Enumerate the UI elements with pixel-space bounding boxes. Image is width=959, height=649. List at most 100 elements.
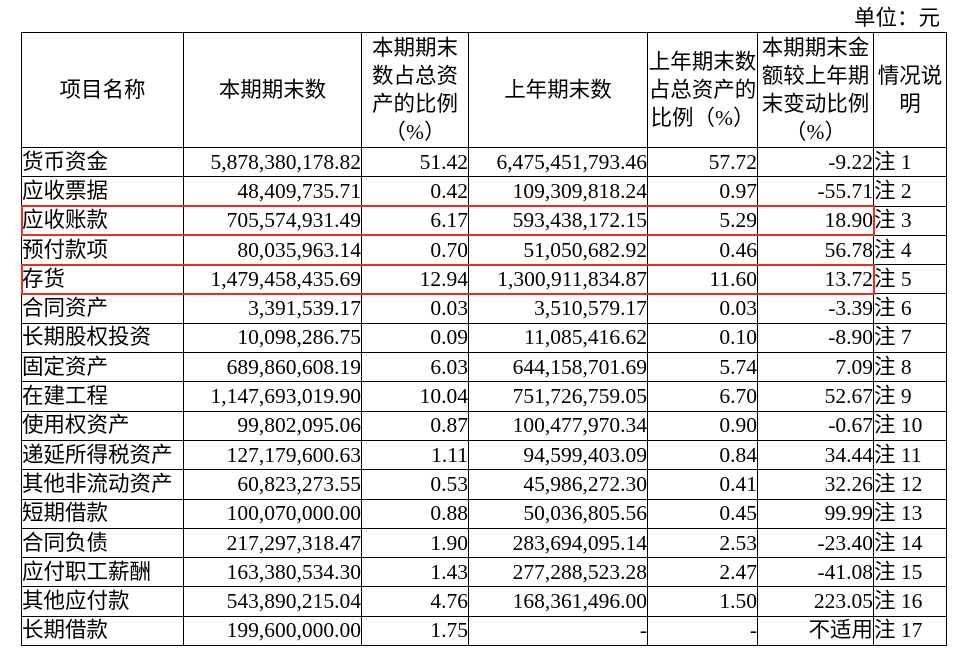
header-line: 本期期末金 bbox=[761, 36, 870, 60]
cell-current-ratio: 0.03 bbox=[361, 293, 469, 324]
cell-current-amount: 80,035,963.14 bbox=[183, 234, 362, 266]
table-row: 其他非流动资产 60,823,273.55 0.53 45,986,272.30 0.4… bbox=[21, 469, 947, 500]
cell-current-ratio: 1.90 bbox=[361, 527, 469, 559]
cell-prior-ratio: 0.84 bbox=[647, 439, 758, 471]
cell-current-amount: 10,098,286.75 bbox=[183, 322, 362, 354]
cell-change-ratio: -8.90 bbox=[757, 322, 874, 354]
header-line: 上年期末数 bbox=[648, 50, 757, 74]
cell-note: 注 17 bbox=[873, 615, 947, 647]
cell-prior-ratio: 0.45 bbox=[647, 498, 758, 529]
header-line: 本期期末 bbox=[371, 36, 458, 60]
cell-prior-amount: 593,438,172.15 bbox=[468, 205, 648, 236]
cell-current-amount: 100,070,000.00 bbox=[183, 498, 362, 529]
cell-note: 注 6 bbox=[873, 293, 947, 324]
cell-prior-ratio: 2.47 bbox=[647, 557, 758, 588]
cell-change-ratio: 7.09 bbox=[757, 352, 874, 383]
cell-change-ratio: -55.71 bbox=[757, 176, 874, 207]
cell-change-ratio: 18.90 bbox=[757, 205, 874, 236]
header-line: 上年期末数 bbox=[504, 78, 612, 102]
table-row: 合同负债 217,297,318.47 1.90 283,694,095.14 2.53… bbox=[21, 527, 947, 559]
cell-prior-ratio: 1.50 bbox=[647, 586, 758, 617]
cell-current-ratio: 4.76 bbox=[361, 586, 469, 617]
cell-prior-amount: 277,288,523.28 bbox=[468, 557, 648, 588]
cell-change-ratio: -3.39 bbox=[757, 293, 874, 324]
cell-change-ratio: -23.40 bbox=[757, 527, 874, 559]
cell-change-ratio: 32.26 bbox=[757, 469, 874, 500]
header-line: （%） bbox=[785, 120, 846, 144]
cell-current-amount: 3,391,539.17 bbox=[183, 293, 362, 324]
header-line: 比例（%） bbox=[650, 106, 755, 130]
cell-prior-amount: 94,599,403.09 bbox=[468, 439, 648, 471]
cell-note: 注 2 bbox=[873, 176, 947, 207]
cell-prior-amount: 45,986,272.30 bbox=[468, 469, 648, 500]
header-line: 占总资产的 bbox=[648, 78, 757, 102]
cell-prior-amount: 644,158,701.69 bbox=[468, 352, 648, 383]
cell-prior-amount: 50,036,805.56 bbox=[468, 498, 648, 529]
cell-current-ratio: 1.75 bbox=[361, 615, 469, 647]
unit-label: 单位：元 bbox=[853, 6, 940, 30]
table-row: 固定资产 689,860,608.19 6.03 644,158,701.69 5.74… bbox=[21, 352, 947, 383]
cell-prior-ratio: 2.53 bbox=[647, 527, 758, 559]
cell-prior-ratio: - bbox=[647, 615, 758, 647]
cell-item-name: 其他非流动资产 bbox=[21, 469, 184, 500]
cell-note: 注 10 bbox=[873, 410, 947, 441]
cell-note: 注 15 bbox=[873, 557, 947, 588]
header-item-name: 项目名称 bbox=[21, 32, 184, 148]
cell-change-ratio: -41.08 bbox=[757, 557, 874, 588]
cell-prior-amount: 100,477,970.34 bbox=[468, 410, 648, 441]
header-prior-ratio-to-total-assets: 上年期末数 占总资产的 比例（%） bbox=[647, 32, 758, 148]
header-line: 情况说 bbox=[877, 64, 943, 88]
cell-current-amount: 60,823,273.55 bbox=[183, 469, 362, 500]
cell-prior-amount: 283,694,095.14 bbox=[468, 527, 648, 559]
cell-prior-amount: 751,726,759.05 bbox=[468, 381, 648, 412]
cell-current-ratio: 0.87 bbox=[361, 410, 469, 441]
cell-note: 注 4 bbox=[873, 234, 947, 266]
cell-note: 注 9 bbox=[873, 381, 947, 412]
header-row: 项目名称 本期期末数 本期期末 数占总资 产的比例 （%） 上年期末数 上年期末… bbox=[21, 32, 947, 148]
header-current-ratio-to-total-assets: 本期期末 数占总资 产的比例 （%） bbox=[361, 32, 469, 148]
table-body: 货币资金 5,878,380,178.82 51.42 6,475,451,793.4… bbox=[21, 146, 947, 647]
cell-item-name: 应付职工薪酬 bbox=[21, 557, 184, 588]
table-row: 其他应付款 543,890,215.04 4.76 168,361,496.00 1.5… bbox=[21, 586, 947, 617]
cell-current-ratio: 6.17 bbox=[361, 205, 469, 236]
cell-prior-ratio: 6.70 bbox=[647, 381, 758, 412]
cell-item-name: 使用权资产 bbox=[21, 410, 184, 441]
cell-item-name: 长期借款 bbox=[21, 615, 184, 647]
cell-item-name: 递延所得税资产 bbox=[21, 439, 184, 471]
cell-change-ratio: 34.44 bbox=[757, 439, 874, 471]
cell-note: 注 3 bbox=[873, 205, 947, 236]
cell-current-amount: 48,409,735.71 bbox=[183, 176, 362, 207]
cell-note: 注 13 bbox=[873, 498, 947, 529]
balance-sheet-table: 项目名称 本期期末数 本期期末 数占总资 产的比例 （%） 上年期末数 上年期末… bbox=[21, 32, 947, 647]
cell-prior-ratio: 0.03 bbox=[647, 293, 758, 324]
cell-change-ratio: 56.78 bbox=[757, 234, 874, 266]
cell-current-ratio: 12.94 bbox=[361, 264, 469, 295]
cell-prior-ratio: 5.74 bbox=[647, 352, 758, 383]
header-change-ratio: 本期期末金 额较上年期 末变动比例 （%） bbox=[757, 32, 874, 148]
cell-current-amount: 689,860,608.19 bbox=[183, 352, 362, 383]
cell-current-ratio: 0.70 bbox=[361, 234, 469, 266]
cell-current-amount: 99,802,095.06 bbox=[183, 410, 362, 441]
table-row: 预付款项 80,035,963.14 0.70 51,050,682.92 0.46 56… bbox=[21, 234, 947, 266]
table-row: 长期借款 199,600,000.00 1.75- - 不适用注 17 bbox=[21, 615, 947, 647]
cell-current-amount: 127,179,600.63 bbox=[183, 439, 362, 471]
table-row: 长期股权投资 10,098,286.75 0.09 11,085,416.62 0.10… bbox=[21, 322, 947, 354]
cell-item-name: 合同资产 bbox=[21, 293, 184, 324]
table-row: 递延所得税资产 127,179,600.63 1.11 94,599,403.09 0.… bbox=[21, 439, 947, 471]
header-line: 项目名称 bbox=[59, 78, 146, 102]
cell-current-amount: 1,147,693,019.90 bbox=[183, 381, 362, 412]
cell-note: 注 8 bbox=[873, 352, 947, 383]
cell-prior-ratio: 0.97 bbox=[647, 176, 758, 207]
cell-note: 注 7 bbox=[873, 322, 947, 354]
header-line: 明 bbox=[899, 92, 921, 116]
cell-current-ratio: 0.09 bbox=[361, 322, 469, 354]
cell-prior-amount: 11,085,416.62 bbox=[468, 322, 648, 354]
cell-current-amount: 217,297,318.47 bbox=[183, 527, 362, 559]
cell-current-amount: 163,380,534.30 bbox=[183, 557, 362, 588]
cell-note: 注 16 bbox=[873, 586, 947, 617]
cell-item-name: 应收票据 bbox=[21, 176, 184, 207]
cell-change-ratio: -9.22 bbox=[757, 146, 874, 178]
cell-item-name: 预付款项 bbox=[21, 234, 184, 266]
cell-item-name: 其他应付款 bbox=[21, 586, 184, 617]
